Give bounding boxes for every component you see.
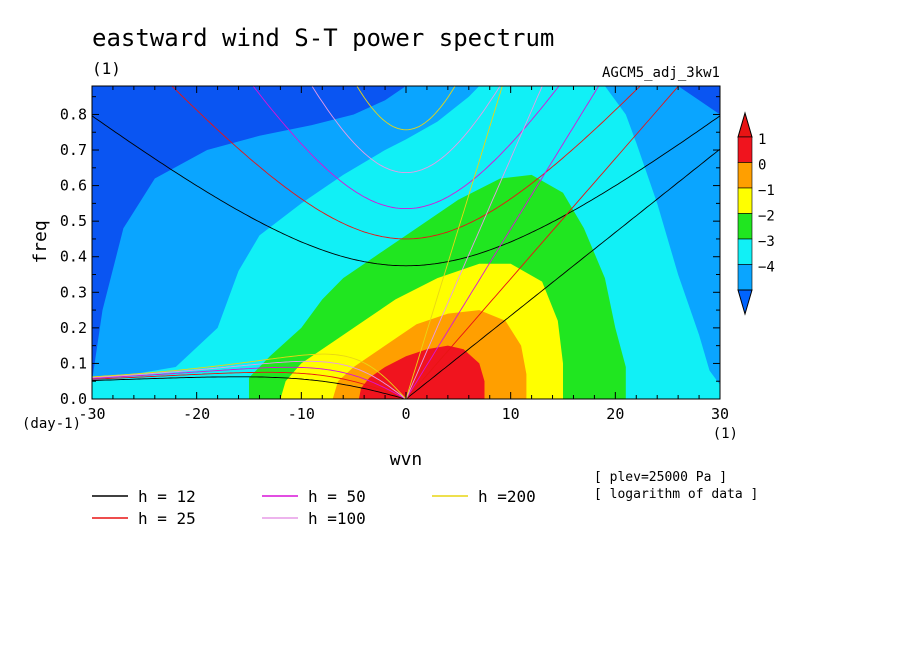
colorbar-label: 0 — [758, 158, 766, 174]
y-tick-label: 0.2 — [60, 319, 87, 337]
legend-item-h12: h = 12 — [92, 487, 196, 506]
x-tick-label: 20 — [606, 405, 624, 423]
x-tick-label: 10 — [502, 405, 520, 423]
x-tick-label: 30 — [711, 405, 729, 423]
fill-deep-corner — [678, 86, 720, 115]
x-axis: -30 -20 -10 0 10 20 30 — [78, 86, 729, 423]
x-tick-label: -10 — [288, 405, 315, 423]
annotation-plev: [ plev=25000 Pa ] — [594, 470, 727, 485]
legend-label: h = 25 — [138, 509, 196, 528]
colorbar-label: −2 — [758, 209, 775, 225]
colorbar-segment — [737, 238, 753, 265]
kelvin-curve-h50 — [405, 86, 600, 399]
rossby-curve-h12 — [92, 376, 407, 399]
rossby-curve-h100 — [92, 360, 407, 399]
y-tick-label: 0.7 — [60, 141, 87, 159]
rossby-curve-h25 — [92, 371, 407, 399]
kelvin-curve-h200 — [405, 86, 503, 399]
colorbar-segment — [737, 162, 753, 189]
x-tick-label: 0 — [401, 405, 410, 423]
y-tick-label: 0.4 — [60, 248, 87, 266]
colorbar-segment — [737, 264, 753, 291]
rossby-curve-h200 — [92, 353, 407, 399]
curve-group-h50 — [92, 86, 600, 399]
curve-group-h25 — [92, 86, 680, 399]
kelvin-curve-h100 — [405, 86, 543, 399]
y-tick-label: 0.5 — [60, 212, 87, 230]
legend-item-h25: h = 25 — [92, 509, 196, 528]
legend-item-h100: h =100 — [262, 509, 366, 528]
colorbar-label: −4 — [758, 260, 775, 276]
y-tick-label: 0.3 — [60, 283, 87, 301]
colorbar: 1 0 −1 −2 −3 −4 — [737, 111, 775, 316]
colorbar-segment — [737, 187, 753, 214]
legend-label: h =100 — [308, 509, 366, 528]
fill-deep-region — [92, 86, 406, 382]
legend-item-h200: h =200 — [432, 487, 536, 506]
x-tick-label: -30 — [78, 405, 105, 423]
y-tick-label: 0.6 — [60, 177, 87, 195]
colorbar-label: −3 — [758, 234, 775, 250]
legend-label: h = 12 — [138, 487, 196, 506]
ig-curve-h50 — [252, 86, 560, 210]
x-tick-label: -20 — [183, 405, 210, 423]
y-tick-label: 0.8 — [60, 105, 87, 123]
annotation-log: [ logarithm of data ] — [594, 487, 758, 502]
y-axis-label: freq — [30, 220, 51, 263]
y-axis-unit: (day-1) — [22, 416, 81, 432]
ig-curve-h100 — [311, 86, 501, 174]
contour-fills — [92, 86, 720, 399]
y-tick-label: 0.1 — [60, 354, 87, 372]
ig-curve-h12 — [92, 115, 720, 267]
legend-item-h50: h = 50 — [262, 487, 366, 506]
dispersion-curves — [92, 86, 720, 399]
run-name: AGCM5_adj_3kw1 — [602, 65, 720, 81]
colorbar-label: 1 — [758, 132, 766, 148]
title-unit: (1) — [92, 59, 121, 78]
curve-group-h12 — [92, 115, 720, 399]
x-axis-unit: (1) — [713, 426, 738, 442]
x-axis-label: wvn — [390, 449, 423, 470]
chart-title: eastward wind S-T power spectrum — [92, 24, 554, 52]
ig-curve-h25 — [171, 86, 641, 240]
colorbar-top-arrow — [737, 111, 753, 138]
curve-group-h100 — [92, 86, 543, 399]
kelvin-curve-h12 — [405, 148, 720, 399]
colorbar-label: −1 — [758, 183, 775, 199]
colorbar-segment — [737, 213, 753, 240]
curve-group-h200 — [92, 86, 503, 399]
ig-curve-h200 — [356, 86, 456, 131]
legend-label: h = 50 — [308, 487, 366, 506]
y-tick-label: 0.0 — [60, 390, 87, 408]
fill-level-1 — [358, 345, 485, 399]
rossby-curve-h50 — [92, 366, 407, 399]
colorbar-segment — [737, 136, 753, 163]
legend: h = 12 h = 25 h = 50 h =100 h =200 — [92, 487, 536, 528]
colorbar-bottom-arrow — [737, 289, 753, 316]
y-axis: 0.0 0.1 0.2 0.3 0.4 0.5 0.6 0.7 0.8 — [60, 96, 720, 408]
legend-label: h =200 — [478, 487, 536, 506]
kelvin-curve-h25 — [405, 86, 680, 399]
